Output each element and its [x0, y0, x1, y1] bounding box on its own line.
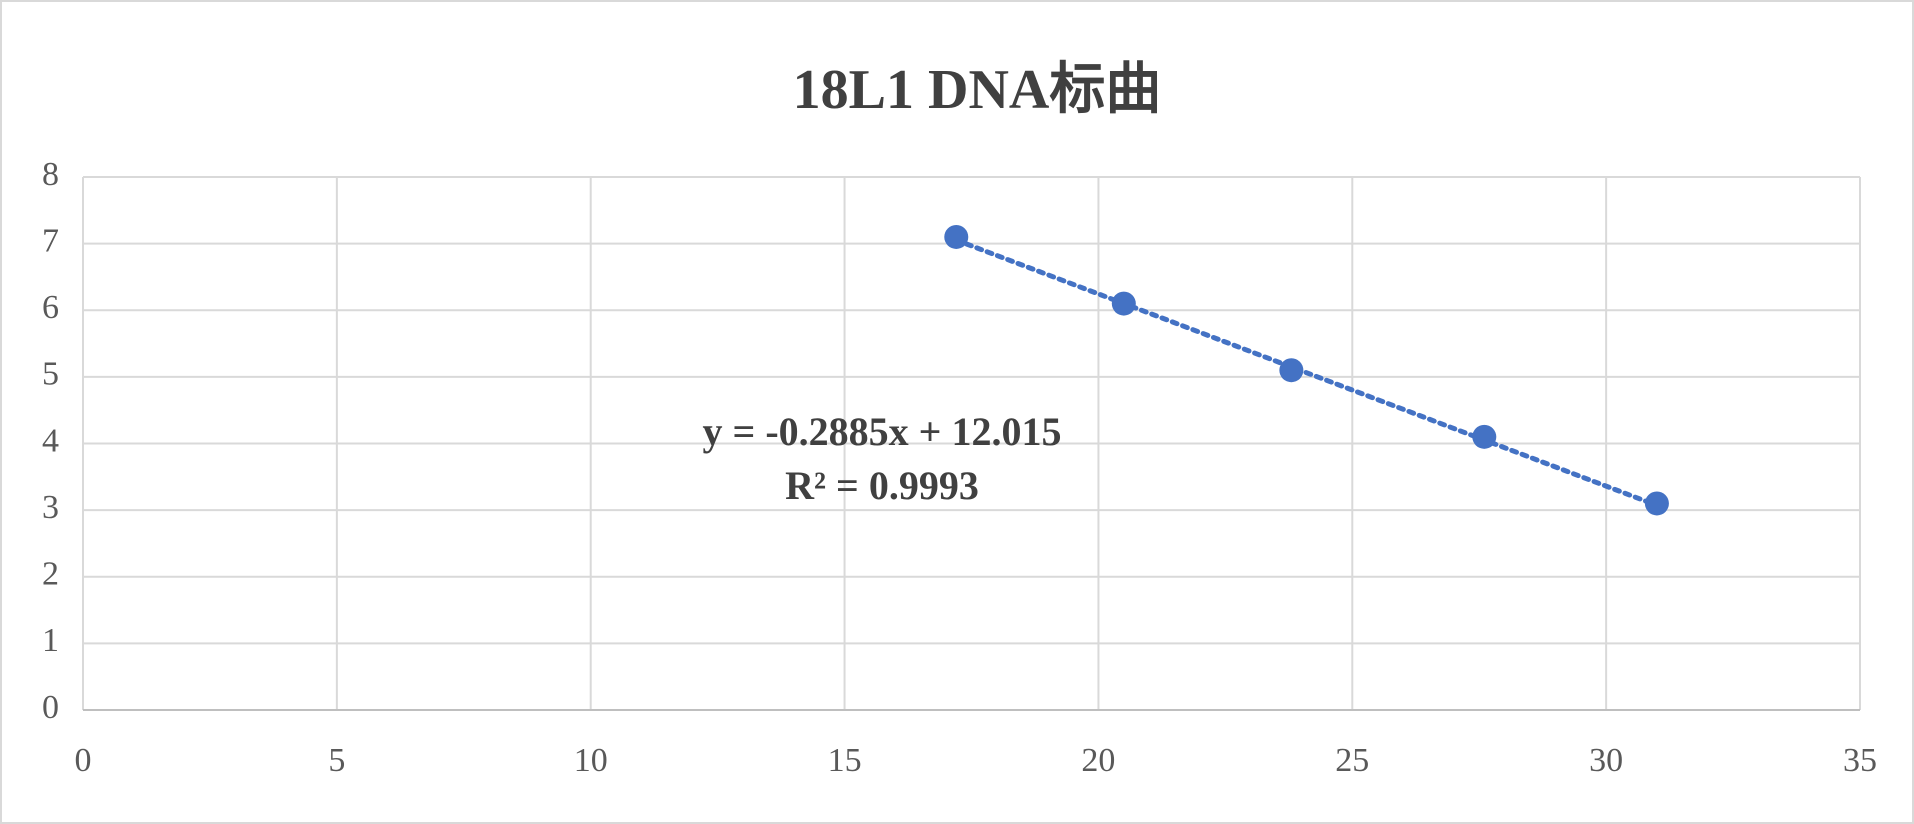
- data-point: [944, 224, 969, 249]
- trendline-r-squared: R² = 0.9993: [785, 463, 979, 508]
- y-tick-label: 4: [42, 422, 59, 459]
- x-tick-label: 10: [574, 742, 608, 779]
- trendline: [953, 237, 1660, 508]
- x-tick-label: 15: [828, 742, 862, 779]
- y-tick-label: 5: [42, 356, 59, 393]
- y-tick-label: 1: [42, 622, 59, 659]
- y-tick-label: 6: [42, 289, 59, 326]
- y-tick-label: 0: [42, 689, 59, 726]
- x-tick-label: 20: [1081, 742, 1115, 779]
- y-tick-label: 7: [42, 222, 59, 259]
- x-tick-label: 35: [1843, 742, 1877, 779]
- x-tick-label: 5: [328, 742, 345, 779]
- data-point: [1111, 291, 1136, 316]
- trendline-equation: y = -0.2885x + 12.015: [703, 409, 1062, 454]
- data-point: [1644, 491, 1669, 516]
- y-tick-label: 2: [42, 556, 59, 593]
- x-tick-label: 30: [1589, 742, 1623, 779]
- data-point: [1279, 358, 1304, 383]
- data-point: [1472, 424, 1497, 449]
- y-tick-label: 8: [42, 156, 59, 193]
- x-tick-label: 25: [1335, 742, 1369, 779]
- chart-title: 18L1 DNA标曲: [793, 59, 1162, 121]
- y-tick-label: 3: [42, 489, 59, 526]
- x-tick-label: 0: [75, 742, 92, 779]
